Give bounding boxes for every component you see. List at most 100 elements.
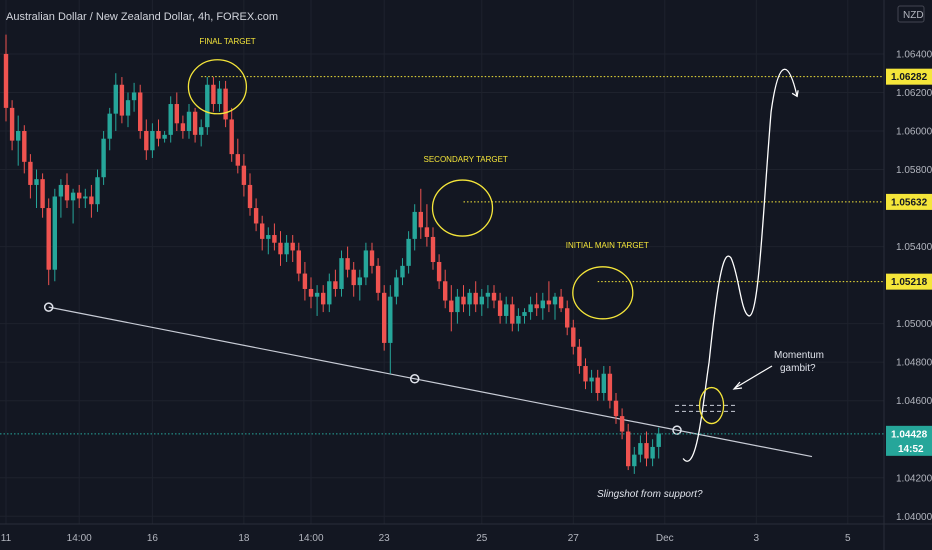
price-tick-label: 1.04200 bbox=[896, 473, 932, 484]
candle-body bbox=[186, 111, 192, 131]
candle bbox=[199, 119, 204, 147]
projection-arrowhead bbox=[791, 90, 799, 98]
candle-body bbox=[558, 296, 564, 309]
candle bbox=[357, 269, 362, 301]
candle-body bbox=[144, 131, 149, 151]
level-price-tag bbox=[886, 193, 932, 210]
candle-body bbox=[9, 107, 15, 141]
target-highlight-ellipse bbox=[431, 179, 494, 237]
candle-body bbox=[266, 235, 271, 239]
candle bbox=[272, 223, 277, 251]
candle-body bbox=[28, 161, 33, 185]
support-touch-marker bbox=[409, 374, 420, 384]
candle-body bbox=[3, 53, 9, 108]
level-price-tag-text: 1.05218 bbox=[891, 277, 928, 288]
candle bbox=[455, 288, 460, 324]
candle bbox=[510, 296, 515, 332]
candle-body bbox=[168, 104, 173, 135]
candle-body bbox=[418, 211, 423, 228]
time-tick-label: 27 bbox=[568, 533, 580, 544]
candle-body bbox=[522, 312, 527, 316]
trendline-segment bbox=[48, 306, 813, 458]
candle bbox=[528, 296, 533, 320]
candle bbox=[3, 34, 9, 122]
annotations-group: FINAL TARGET SECONDARY TARGET INITIAL MAIN… bbox=[187, 37, 824, 500]
candle bbox=[558, 288, 564, 313]
candle bbox=[223, 80, 228, 128]
candle bbox=[156, 119, 161, 147]
candle bbox=[9, 100, 15, 151]
candle bbox=[479, 288, 484, 316]
candle-body bbox=[540, 300, 545, 309]
candle bbox=[186, 104, 192, 139]
price-tick-label: 1.05000 bbox=[896, 319, 932, 330]
candle bbox=[613, 393, 619, 424]
candle bbox=[150, 123, 155, 158]
time-tick-label: 3 bbox=[754, 533, 760, 544]
candle-body bbox=[211, 84, 216, 105]
candle-body bbox=[223, 88, 228, 120]
momentum-note-line2: gambit? bbox=[780, 363, 816, 374]
candle-body bbox=[107, 113, 112, 139]
candle-body bbox=[125, 100, 131, 116]
candle-body bbox=[58, 184, 64, 197]
candle bbox=[101, 131, 106, 185]
target-highlight-ellipse bbox=[187, 59, 248, 115]
candle bbox=[131, 82, 137, 112]
candle-body bbox=[577, 346, 582, 367]
candle bbox=[406, 231, 411, 274]
candle bbox=[168, 96, 173, 143]
candle-body bbox=[339, 258, 344, 289]
candle-body bbox=[626, 431, 631, 467]
candle-body bbox=[138, 92, 143, 131]
candle bbox=[400, 258, 405, 286]
candle-body bbox=[430, 236, 436, 262]
candle-body bbox=[64, 184, 70, 201]
candle-body bbox=[601, 373, 606, 393]
countdown-text: 14:52 bbox=[898, 444, 924, 455]
candle bbox=[522, 308, 527, 324]
candle-body bbox=[321, 292, 326, 305]
candle-body bbox=[375, 265, 381, 293]
candle bbox=[180, 115, 186, 139]
time-tick-label: 5 bbox=[845, 533, 851, 544]
slingshot-note: Slingshot from support? bbox=[597, 489, 703, 500]
candle bbox=[424, 204, 430, 247]
candle bbox=[284, 235, 289, 262]
candle-body bbox=[327, 281, 332, 305]
candle-body bbox=[229, 119, 234, 155]
price-tick-label: 1.05800 bbox=[896, 165, 932, 176]
candle-body bbox=[296, 250, 301, 274]
candle-body bbox=[101, 138, 106, 178]
candle bbox=[497, 292, 503, 324]
candle-body bbox=[546, 300, 552, 305]
candle-body bbox=[272, 235, 277, 243]
candle bbox=[95, 169, 100, 212]
candle bbox=[40, 173, 45, 218]
candle-body bbox=[571, 327, 576, 347]
price-tick-label: 1.06200 bbox=[896, 88, 932, 99]
candle bbox=[327, 273, 332, 313]
candle bbox=[217, 80, 222, 112]
candle bbox=[607, 366, 613, 409]
support-touch-marker bbox=[43, 302, 54, 312]
chart-title: Australian Dollar / New Zealand Dollar, … bbox=[6, 11, 278, 23]
candle bbox=[89, 184, 94, 218]
candle bbox=[418, 188, 423, 239]
candle-body bbox=[278, 242, 283, 255]
level-price-tag-text: 1.05632 bbox=[891, 197, 928, 208]
candle bbox=[46, 198, 51, 286]
candle-body bbox=[650, 446, 655, 459]
candle bbox=[601, 366, 606, 401]
candle-body bbox=[607, 373, 613, 401]
candle-body bbox=[443, 281, 448, 301]
candle bbox=[485, 285, 491, 309]
target-label: SECONDARY TARGET bbox=[424, 155, 508, 164]
candle-body bbox=[656, 433, 661, 447]
candle bbox=[351, 262, 356, 297]
candle bbox=[34, 169, 39, 209]
candle bbox=[382, 285, 387, 351]
candle bbox=[632, 446, 637, 474]
candle-body bbox=[16, 131, 21, 141]
